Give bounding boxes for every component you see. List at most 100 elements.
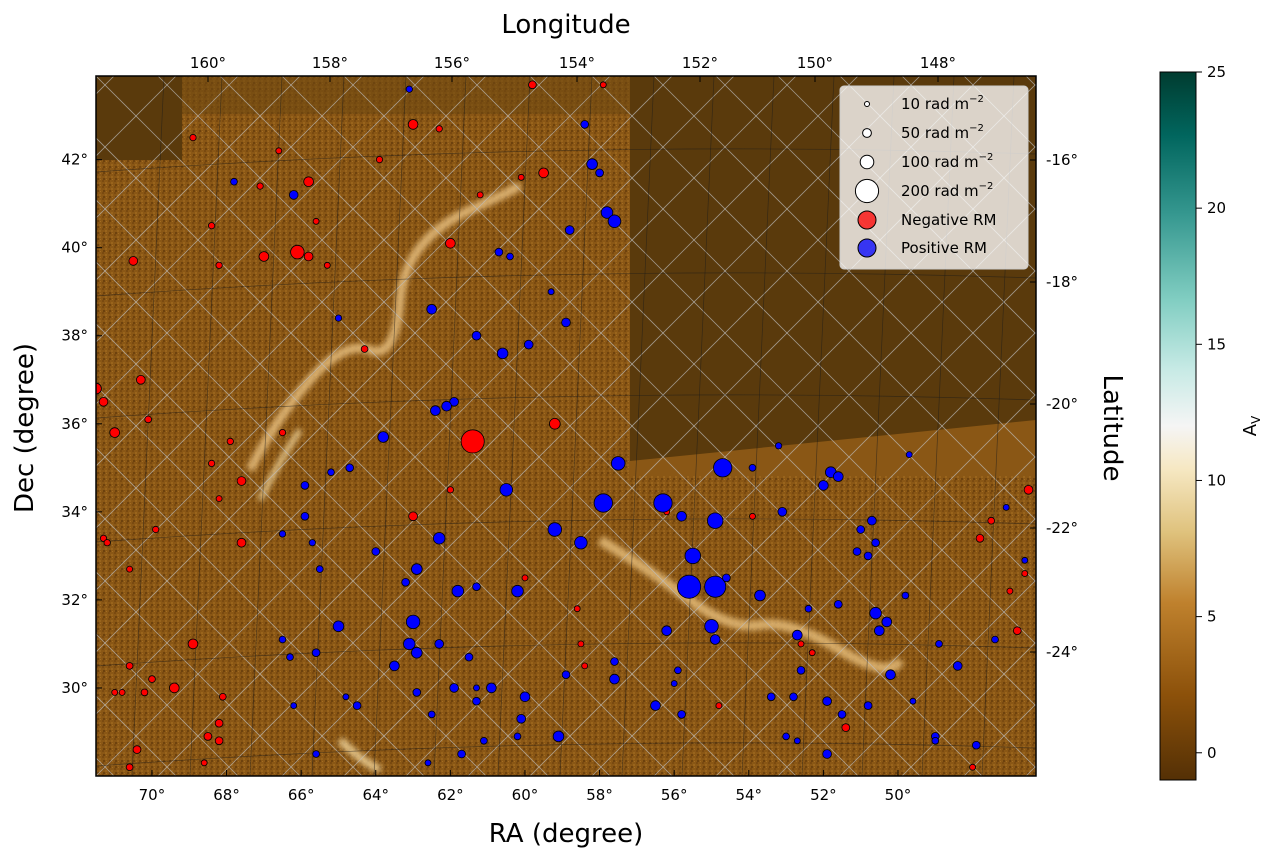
negative-rm-point-45 — [219, 692, 227, 701]
positive-rm-point-15 — [449, 396, 459, 407]
positive-rm-point-98 — [793, 737, 801, 745]
negative-rm-point-37 — [103, 539, 111, 547]
negative-rm-point-28 — [208, 459, 216, 467]
positive-rm-point-52 — [869, 606, 882, 620]
positive-rm-point-108 — [405, 85, 413, 93]
negative-rm-point-55 — [577, 640, 585, 648]
negative-rm-point-25 — [109, 427, 120, 438]
positive-rm-point-64 — [464, 652, 474, 662]
lat-tick-label-1: -18° — [1046, 273, 1078, 291]
positive-rm-point-71 — [674, 666, 682, 675]
positive-rm-point-82 — [290, 702, 298, 709]
negative-rm-point-64 — [1023, 484, 1034, 495]
positive-rm-point-29 — [593, 493, 613, 513]
positive-rm-point-74 — [952, 661, 963, 671]
positive-rm-point-117 — [863, 551, 873, 561]
positive-rm-point-122 — [278, 530, 287, 538]
negative-rm-point-16 — [303, 251, 314, 262]
negative-rm-point-62 — [715, 702, 723, 709]
negative-rm-point-18 — [215, 261, 223, 269]
colorbar-tick-label-3: 15 — [1207, 335, 1226, 353]
negative-rm-point-12 — [208, 222, 216, 230]
positive-rm-point-14 — [496, 347, 509, 360]
positive-rm-point-123 — [278, 635, 287, 644]
positive-rm-point-114 — [856, 525, 865, 534]
negative-rm-point-34 — [408, 511, 418, 522]
positive-rm-point-0 — [580, 120, 589, 129]
x-tick-label-9: 52° — [810, 786, 837, 804]
positive-rm-point-32 — [707, 512, 724, 529]
negative-rm-point-1 — [407, 119, 419, 130]
negative-rm-point-50 — [214, 736, 224, 746]
negative-rm-point-65 — [987, 516, 995, 525]
negative-rm-point-3 — [189, 134, 197, 142]
positive-rm-point-27 — [300, 481, 310, 490]
negative-rm-point-19 — [323, 261, 331, 269]
positive-rm-point-81 — [352, 701, 362, 710]
negative-rm-point-66 — [975, 533, 985, 543]
lat-tick-label-2: -20° — [1046, 395, 1078, 413]
positive-rm-point-10 — [334, 314, 343, 322]
negative-rm-point-31 — [460, 429, 485, 454]
positive-rm-point-91 — [863, 701, 873, 710]
positive-rm-point-20 — [713, 458, 733, 478]
negative-rm-point-20 — [360, 345, 369, 353]
positive-rm-point-2 — [595, 168, 604, 178]
positive-rm-point-57 — [709, 634, 721, 645]
negative-rm-point-42 — [148, 675, 156, 683]
positive-rm-point-69 — [561, 670, 571, 679]
colorbar-tick-label-4: 20 — [1207, 199, 1226, 217]
positive-rm-point-56 — [704, 619, 719, 634]
positive-rm-point-48 — [722, 573, 731, 583]
positive-rm-point-97 — [782, 732, 790, 741]
positive-rm-point-66 — [286, 653, 294, 661]
lon-tick-label-5: 150° — [797, 54, 833, 72]
positive-rm-point-100 — [931, 736, 940, 745]
x-tick-label-7: 56° — [661, 786, 688, 804]
positive-rm-point-46 — [677, 574, 702, 599]
negative-rm-point-49 — [203, 732, 213, 741]
positive-rm-point-4 — [607, 214, 622, 229]
positive-rm-point-24 — [818, 480, 829, 491]
negative-rm-point-48 — [214, 718, 224, 728]
positive-rm-point-84 — [650, 700, 661, 711]
y-tick-label-3: 36° — [61, 415, 88, 433]
negative-rm-point-60 — [797, 640, 805, 648]
legend-box — [839, 85, 1029, 270]
legend: 10 rad m−2 50 rad m−2 100 rad m−2 200 rad m… — [839, 85, 1029, 270]
top-axis-label: Longitude — [501, 10, 630, 40]
positive-rm-point-59 — [661, 625, 672, 636]
positive-rm-point-79 — [412, 688, 422, 697]
negative-rm-point-32 — [548, 417, 561, 430]
positive-rm-point-119 — [905, 451, 913, 459]
positive-rm-point-70 — [609, 673, 620, 685]
positive-rm-point-12 — [471, 330, 482, 341]
positive-rm-point-113 — [867, 515, 877, 526]
negative-rm-point-44 — [140, 688, 149, 697]
positive-rm-point-45 — [401, 577, 410, 587]
positive-rm-point-58 — [791, 629, 803, 641]
lat-tick-label-0: -16° — [1046, 151, 1078, 169]
negative-rm-point-33 — [446, 486, 454, 494]
colorbar-label: AV — [1240, 415, 1263, 436]
negative-rm-point-6 — [538, 167, 549, 179]
negative-rm-point-69 — [1012, 626, 1022, 635]
x-tick-label-4: 62° — [437, 786, 464, 804]
rm-points — [96, 80, 1034, 771]
positive-rm-point-50 — [804, 604, 813, 613]
x-tick-label-1: 68° — [213, 786, 240, 804]
negative-rm-point-71 — [599, 81, 607, 89]
positive-rm-point-36 — [433, 532, 446, 545]
positive-rm-point-5 — [564, 225, 575, 235]
positive-rm-point-37 — [684, 547, 702, 565]
negative-rm-point-63 — [841, 723, 851, 732]
positive-rm-point-89 — [837, 710, 847, 719]
positive-rm-point-111 — [991, 635, 999, 644]
positive-rm-point-26 — [327, 468, 335, 477]
negative-rm-point-41 — [125, 662, 134, 670]
positive-rm-point-62 — [410, 646, 423, 659]
positive-rm-point-42 — [451, 584, 465, 598]
negative-rm-point-0 — [528, 80, 537, 90]
positive-rm-point-86 — [766, 692, 776, 702]
